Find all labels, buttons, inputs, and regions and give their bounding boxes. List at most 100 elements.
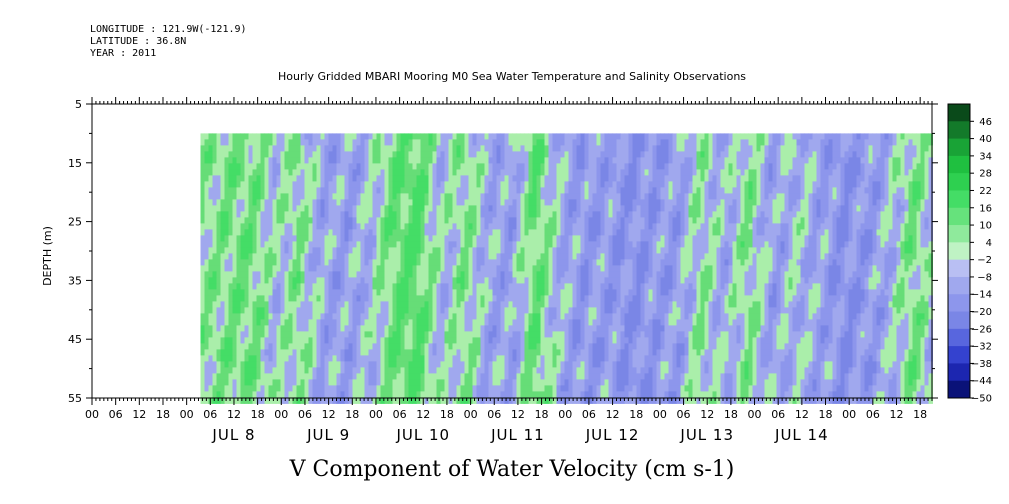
heatmap-cell	[440, 193, 445, 200]
heatmap-cell	[324, 331, 329, 338]
heatmap-cell	[260, 331, 265, 338]
heatmap-cell	[268, 343, 273, 350]
heatmap-cell	[248, 295, 253, 302]
heatmap-cell	[320, 343, 325, 350]
heatmap-cell	[240, 337, 245, 344]
heatmap-cell	[608, 205, 613, 212]
heatmap-cell	[320, 295, 325, 302]
heatmap-cell	[444, 337, 449, 344]
heatmap-cell	[464, 247, 469, 254]
heatmap-cell	[316, 343, 321, 350]
heatmap-cell	[368, 289, 373, 296]
heatmap-cell	[344, 295, 349, 302]
heatmap-cell	[380, 301, 385, 308]
heatmap-cell	[516, 193, 521, 200]
heatmap-cell	[396, 169, 401, 176]
heatmap-cell	[324, 373, 329, 380]
heatmap-cell	[604, 175, 609, 182]
heatmap-cell	[456, 217, 461, 224]
heatmap-cell	[396, 301, 401, 308]
heatmap-cell	[608, 337, 613, 344]
heatmap-cell	[320, 283, 325, 290]
heatmap-cell	[376, 289, 381, 296]
heatmap-cell	[224, 259, 229, 266]
heatmap-cell	[420, 211, 425, 218]
heatmap-cell	[576, 175, 581, 182]
heatmap-cell	[512, 199, 517, 206]
heatmap-cell	[352, 211, 357, 218]
heatmap-cell	[576, 223, 581, 230]
heatmap-cell	[564, 253, 569, 260]
heatmap-cell	[352, 145, 357, 152]
heatmap-cell	[252, 367, 257, 374]
heatmap-cell	[260, 343, 265, 350]
heatmap-cell	[632, 331, 637, 338]
heatmap-cell	[388, 397, 393, 404]
heatmap-cell	[380, 151, 385, 158]
heatmap-cell	[388, 187, 393, 194]
heatmap-cell	[608, 349, 613, 356]
heatmap-cell	[224, 253, 229, 260]
heatmap-cell	[256, 193, 261, 200]
heatmap-cell	[540, 157, 545, 164]
heatmap-cell	[232, 307, 237, 314]
heatmap-cell	[408, 157, 413, 164]
heatmap-cell	[320, 145, 325, 152]
heatmap-cell	[612, 313, 617, 320]
heatmap-cell	[260, 205, 265, 212]
heatmap-cell	[312, 325, 317, 332]
heatmap-cell	[332, 307, 337, 314]
heatmap-cell	[600, 277, 605, 284]
heatmap-cell	[564, 139, 569, 146]
heatmap-cell	[324, 337, 329, 344]
heatmap-cell	[252, 223, 257, 230]
heatmap-cell	[540, 361, 545, 368]
heatmap-cell	[384, 319, 389, 326]
heatmap-cell	[620, 283, 625, 290]
heatmap-cell	[500, 379, 505, 386]
heatmap-cell	[236, 367, 241, 374]
heatmap-cell	[452, 361, 457, 368]
heatmap-cell	[280, 313, 285, 320]
heatmap-cell	[384, 163, 389, 170]
heatmap-cell	[248, 349, 253, 356]
heatmap-cell	[220, 157, 225, 164]
heatmap-cell	[568, 217, 573, 224]
heatmap-cell	[468, 259, 473, 266]
heatmap-cell	[220, 247, 225, 254]
heatmap-cell	[320, 223, 325, 230]
heatmap-cell	[524, 355, 529, 362]
heatmap-cell	[512, 169, 517, 176]
heatmap-cell	[284, 211, 289, 218]
heatmap-cell	[360, 187, 365, 194]
heatmap-cell	[596, 337, 601, 344]
heatmap-cell	[456, 175, 461, 182]
heatmap-cell	[292, 223, 297, 230]
heatmap-cell	[276, 295, 281, 302]
heatmap-cell	[212, 385, 217, 392]
heatmap-cell	[524, 175, 529, 182]
heatmap-cell	[260, 379, 265, 386]
heatmap-cell	[392, 373, 397, 380]
heatmap-cell	[540, 343, 545, 350]
heatmap-cell	[380, 391, 385, 398]
heatmap-cell	[600, 253, 605, 260]
heatmap-cell	[308, 187, 313, 194]
heatmap-cell	[536, 391, 541, 398]
heatmap-cell	[284, 193, 289, 200]
heatmap-cell	[320, 253, 325, 260]
heatmap-cell	[592, 247, 597, 254]
heatmap-cell	[444, 319, 449, 326]
heatmap-cell	[624, 379, 629, 386]
heatmap-cell	[408, 373, 413, 380]
heatmap-cell	[432, 217, 437, 224]
heatmap-cell	[632, 373, 637, 380]
heatmap-cell	[640, 205, 645, 212]
heatmap-cell	[340, 361, 345, 368]
heatmap-cell	[516, 247, 521, 254]
heatmap-cell	[244, 265, 249, 272]
heatmap-cell	[312, 355, 317, 362]
heatmap-cell	[304, 211, 309, 218]
heatmap-cell	[500, 307, 505, 314]
heatmap-cell	[492, 325, 497, 332]
